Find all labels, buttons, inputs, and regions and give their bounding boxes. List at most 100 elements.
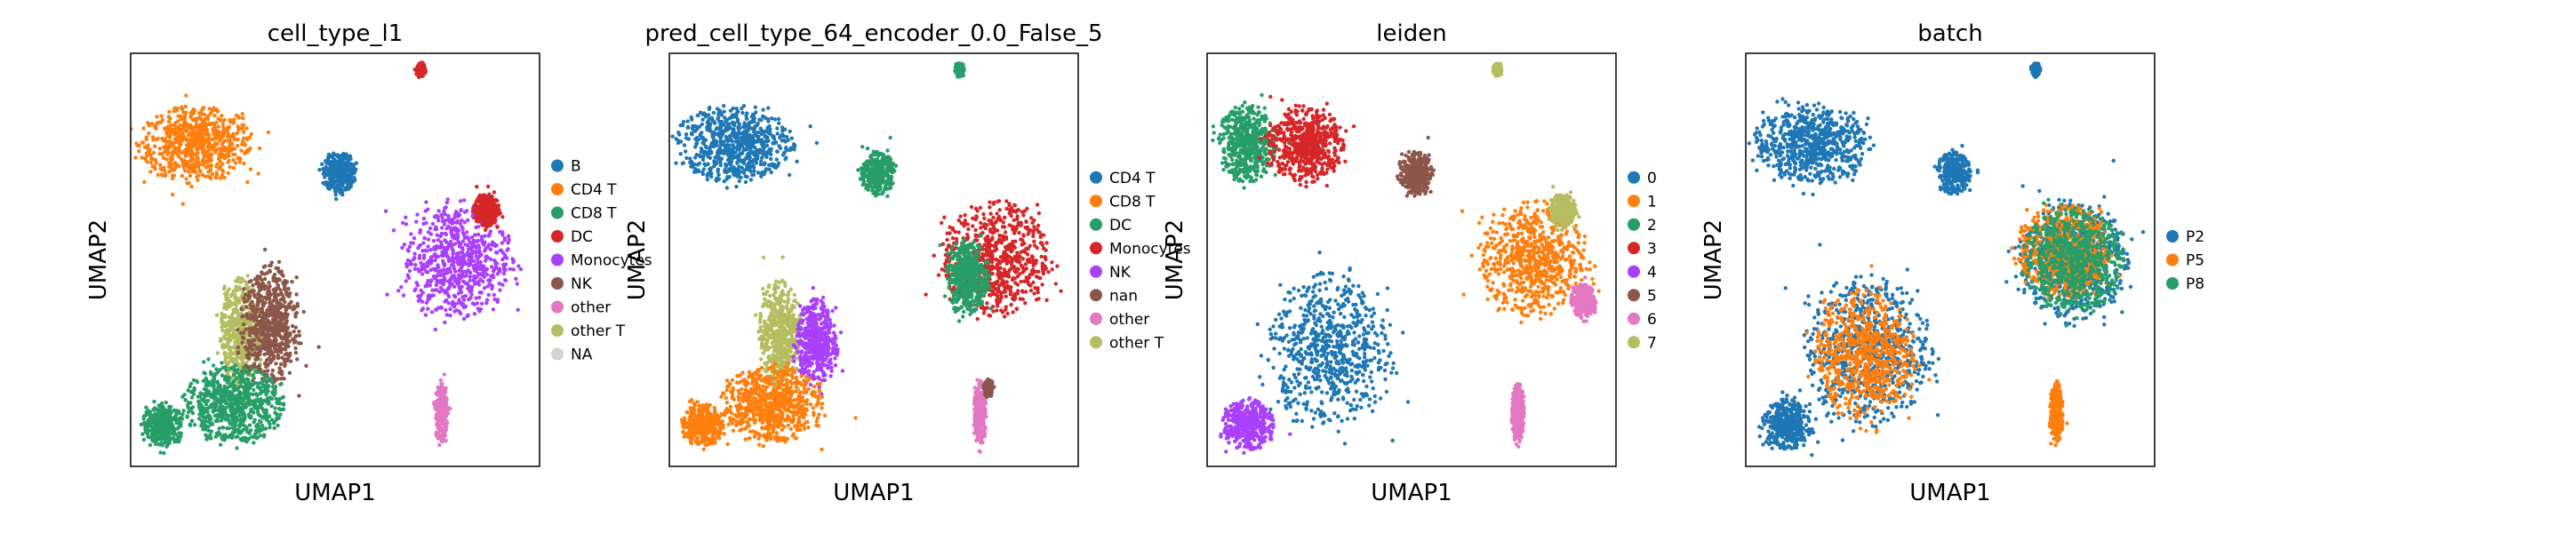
point xyxy=(179,157,184,162)
point xyxy=(294,292,299,297)
point xyxy=(474,207,478,211)
point xyxy=(444,289,449,293)
point xyxy=(157,147,163,151)
point xyxy=(220,404,225,409)
point xyxy=(209,372,213,377)
point xyxy=(253,331,258,337)
point xyxy=(261,265,266,269)
point xyxy=(212,106,216,110)
legend-label: other xyxy=(571,299,611,317)
point xyxy=(486,184,491,189)
point xyxy=(215,141,220,147)
point xyxy=(491,269,496,274)
point xyxy=(272,387,277,393)
point xyxy=(438,415,443,420)
point xyxy=(230,415,235,419)
point xyxy=(268,395,273,400)
point xyxy=(154,126,158,131)
point xyxy=(150,438,155,442)
point xyxy=(226,303,230,308)
point xyxy=(337,181,342,187)
point xyxy=(288,351,292,356)
point xyxy=(441,403,446,408)
point xyxy=(489,195,494,200)
point xyxy=(272,354,276,359)
point xyxy=(455,219,460,223)
point xyxy=(514,276,518,282)
point xyxy=(472,312,477,316)
point xyxy=(446,286,452,290)
point xyxy=(488,229,493,234)
point xyxy=(236,328,240,332)
point xyxy=(445,197,450,202)
point xyxy=(351,167,356,172)
point xyxy=(399,285,404,290)
point xyxy=(258,352,262,357)
point xyxy=(444,247,449,251)
point xyxy=(158,450,163,455)
point xyxy=(294,311,299,315)
point xyxy=(246,437,251,442)
point xyxy=(477,203,482,208)
point xyxy=(419,260,423,266)
point xyxy=(430,288,435,292)
point xyxy=(461,298,467,302)
point xyxy=(277,328,283,332)
point xyxy=(235,394,239,398)
point xyxy=(440,395,444,400)
point xyxy=(214,176,219,180)
point xyxy=(214,164,219,169)
point xyxy=(280,372,284,377)
point xyxy=(241,365,246,370)
point xyxy=(412,251,417,256)
point xyxy=(269,260,274,265)
point xyxy=(230,426,235,430)
point xyxy=(228,348,233,354)
point xyxy=(502,268,508,273)
point xyxy=(224,405,228,410)
point xyxy=(228,134,232,139)
point xyxy=(407,268,412,274)
point xyxy=(150,425,155,429)
point xyxy=(115,125,118,129)
point xyxy=(448,313,452,318)
point xyxy=(481,271,485,275)
point xyxy=(225,389,230,394)
point xyxy=(222,302,228,306)
point xyxy=(224,322,228,327)
point xyxy=(155,121,160,125)
point xyxy=(461,316,467,322)
point xyxy=(467,237,471,242)
point xyxy=(434,430,438,435)
point xyxy=(340,192,344,196)
point xyxy=(173,432,179,437)
point xyxy=(348,180,353,185)
point xyxy=(189,395,195,400)
point xyxy=(457,259,462,264)
point xyxy=(180,107,185,112)
point xyxy=(492,190,497,195)
point xyxy=(287,339,292,344)
point xyxy=(244,405,249,410)
point xyxy=(222,352,227,356)
point xyxy=(161,155,166,160)
point xyxy=(437,245,443,251)
point xyxy=(252,343,257,347)
point xyxy=(297,394,301,398)
point xyxy=(479,263,484,268)
point xyxy=(242,296,246,300)
point xyxy=(247,431,252,435)
point xyxy=(466,218,470,222)
point xyxy=(473,203,477,207)
point xyxy=(273,322,277,327)
point xyxy=(180,202,185,206)
point xyxy=(412,266,418,271)
point xyxy=(483,227,488,232)
point xyxy=(470,284,475,290)
point xyxy=(143,426,148,430)
point xyxy=(276,266,281,271)
point xyxy=(268,422,272,426)
point xyxy=(184,138,188,142)
point xyxy=(212,374,217,378)
